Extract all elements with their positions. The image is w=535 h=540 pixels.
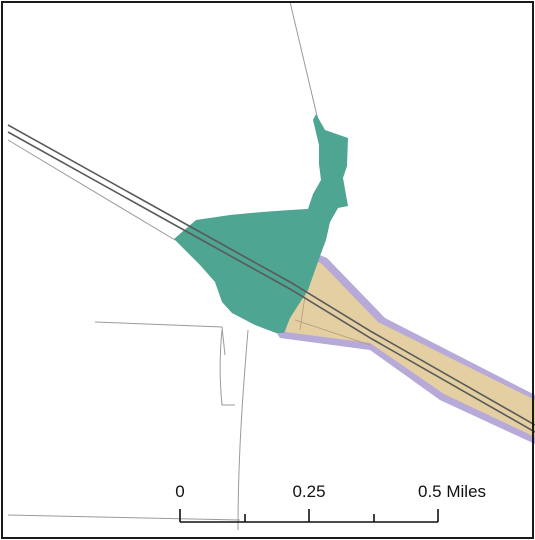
minor-roads bbox=[7, 1, 319, 531]
scale-label-zero: 0 bbox=[175, 482, 184, 501]
road-south bbox=[237, 329, 249, 531]
road-north bbox=[289, 1, 319, 121]
road-west-horizontal bbox=[94, 321, 226, 356]
road-bottom-left bbox=[7, 514, 241, 521]
teal-area bbox=[174, 114, 348, 333]
rail-line-1 bbox=[7, 124, 535, 426]
rail-line-2 bbox=[7, 131, 535, 433]
scale-label-quarter: 0.25 bbox=[292, 482, 325, 501]
scale-label-half-miles: 0.5 Miles bbox=[418, 482, 486, 501]
tan-area bbox=[285, 258, 535, 437]
road-west-diagonal bbox=[7, 139, 176, 241]
railway bbox=[7, 124, 535, 433]
road-southwest-curve bbox=[219, 329, 235, 406]
scale-bar bbox=[179, 509, 439, 523]
